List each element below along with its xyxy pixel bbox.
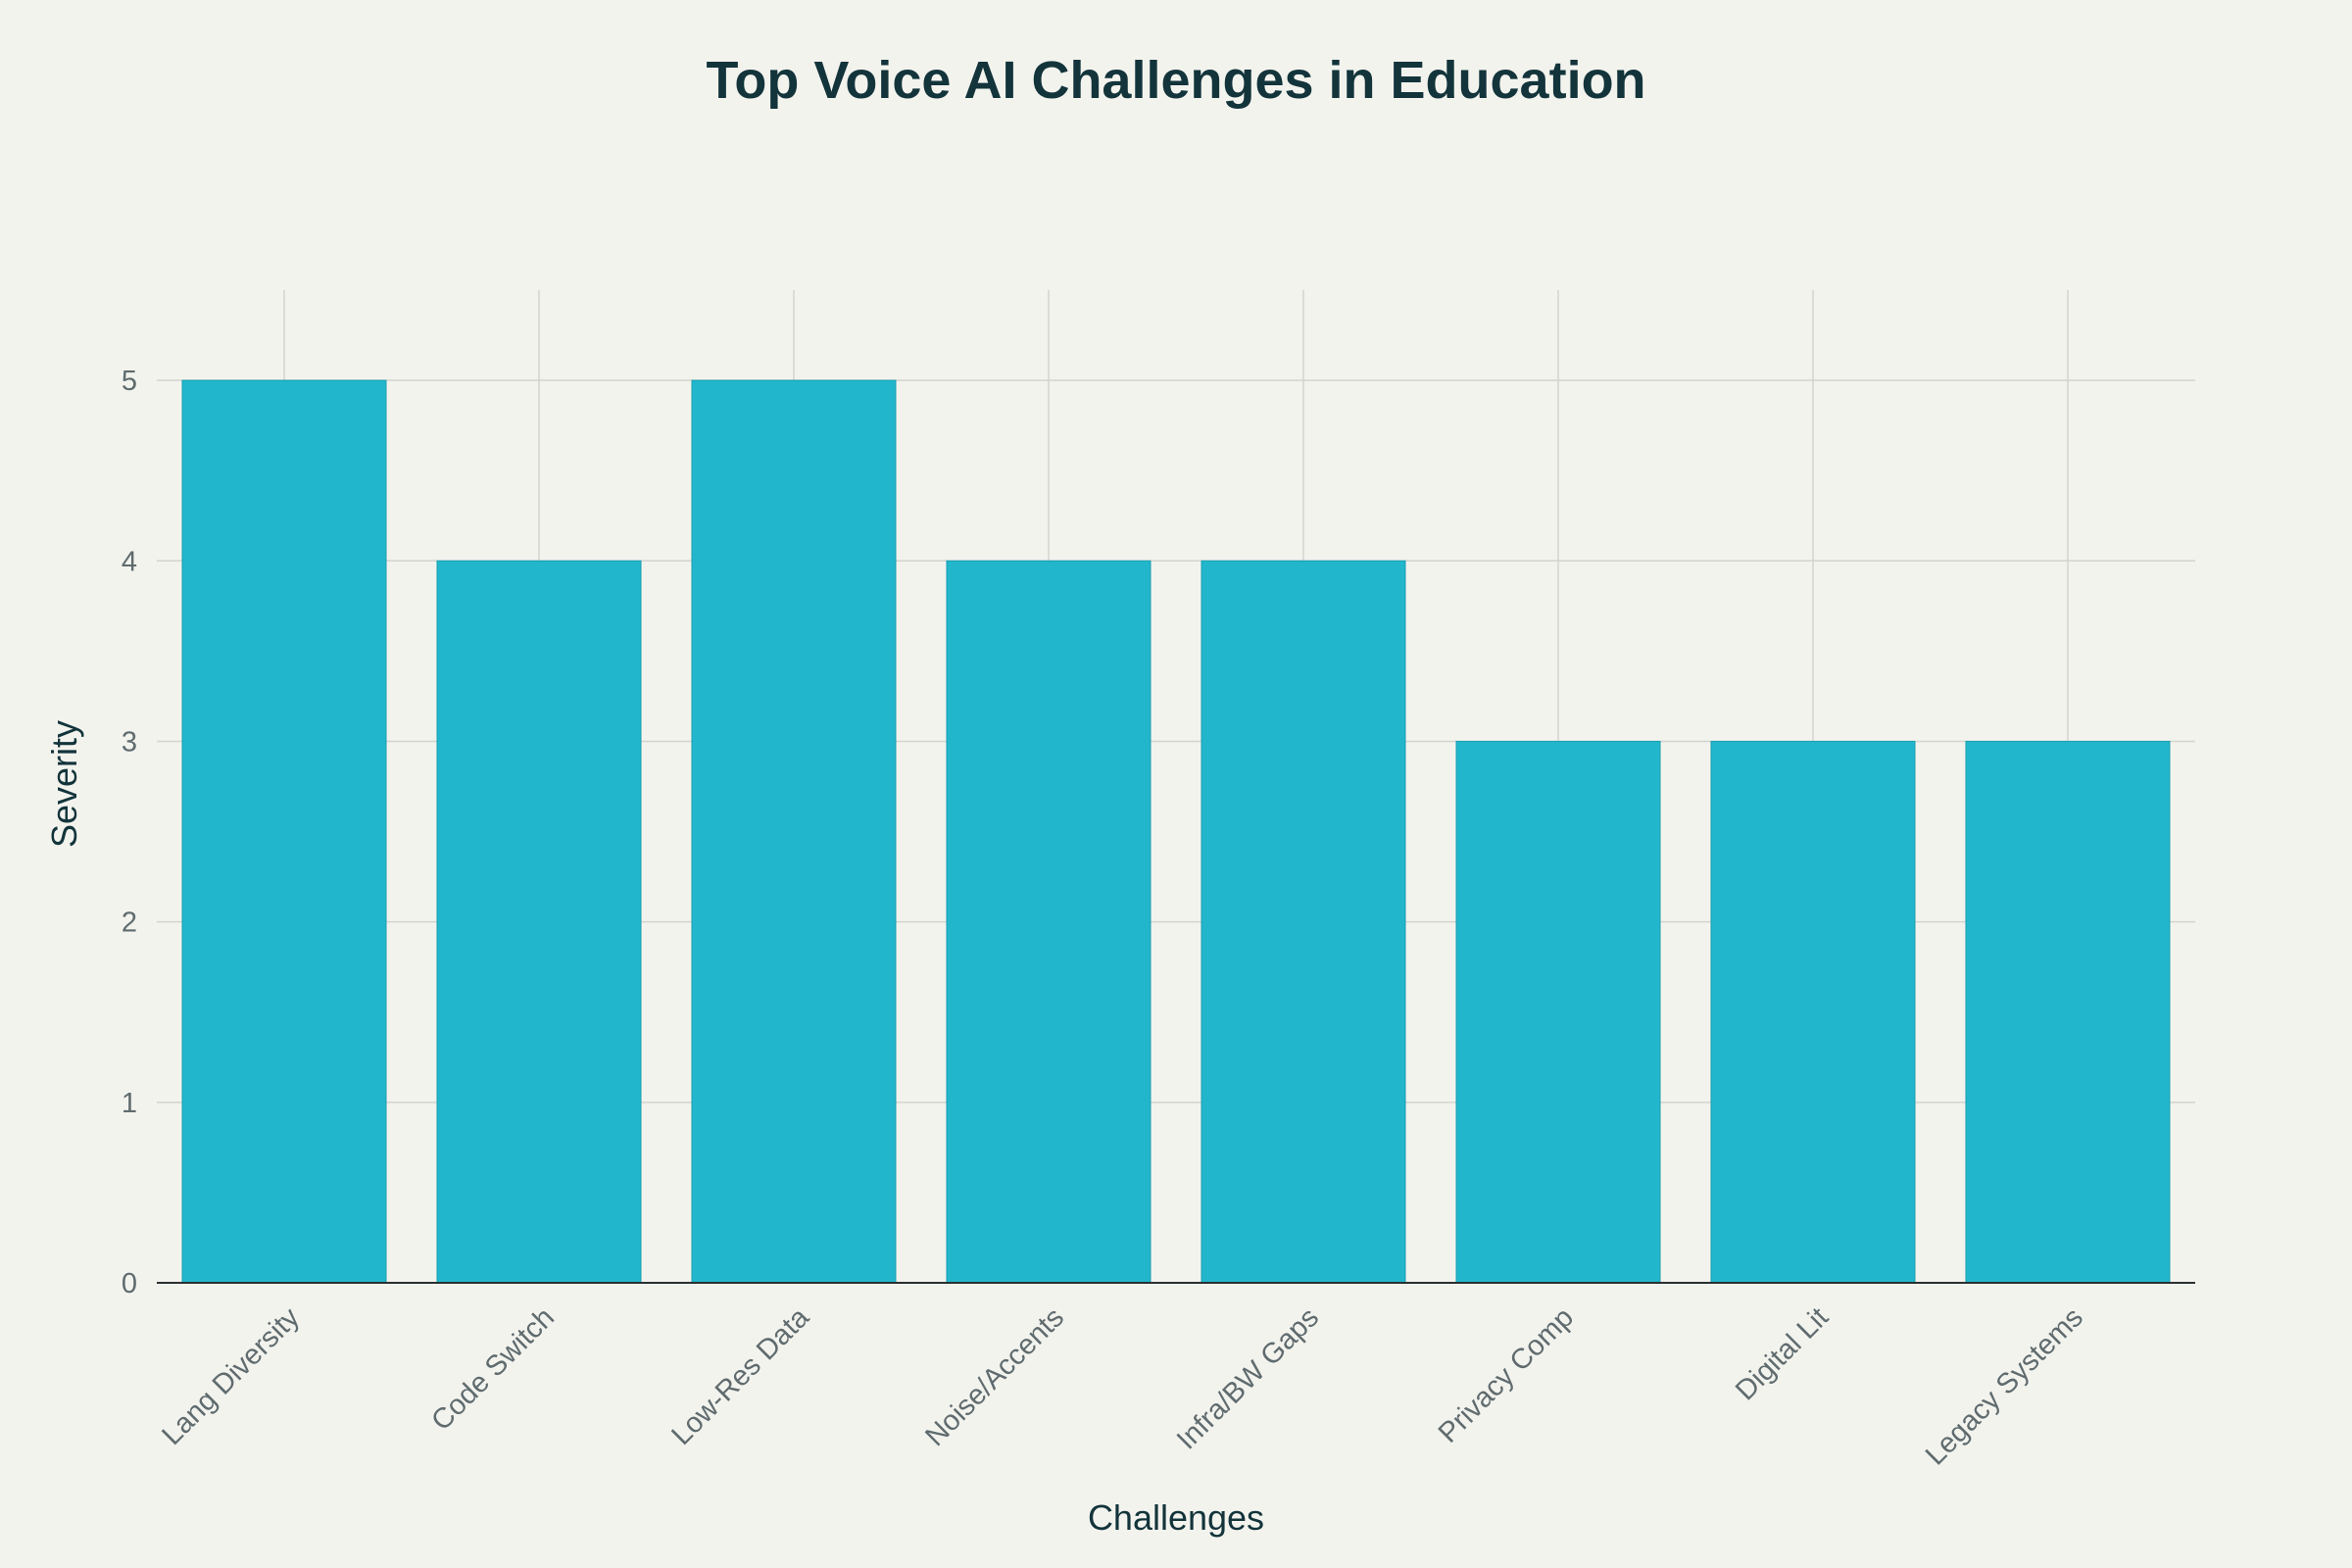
chart-title: Top Voice AI Challenges in Education: [706, 51, 1645, 110]
y-tick-label: 1: [122, 1088, 137, 1119]
x-tick-label: Code Switch: [425, 1301, 561, 1437]
x-tick-label: Lang Diversity: [156, 1301, 306, 1451]
bar-legacy-systems: [1965, 740, 2171, 1284]
y-tick-labels: 0 1 2 3 4 5: [122, 366, 137, 1299]
bar-code-switch: [436, 560, 642, 1284]
x-tick-label: Low-Res Data: [665, 1301, 815, 1451]
x-tick-labels: Lang Diversity Code Switch Low-Res Data Noi…: [156, 1301, 2089, 1472]
x-tick-label: Digital Lit: [1730, 1301, 1835, 1406]
bar-noise-accents: [946, 560, 1152, 1284]
x-tick-label: Infra/BW Gaps: [1171, 1301, 1325, 1455]
y-tick-label: 0: [122, 1268, 137, 1299]
bar-digital-lit: [1710, 740, 1916, 1284]
bars: [157, 379, 2195, 1284]
y-tick-label: 2: [122, 907, 137, 939]
x-tick-label: Privacy Comp: [1433, 1301, 1580, 1448]
bar-privacy-comp: [1455, 740, 1661, 1284]
y-tick-label: 3: [122, 726, 137, 758]
x-tick-label: Legacy Systems: [1920, 1301, 2089, 1471]
bar-low-res-data: [691, 379, 897, 1284]
x-axis-title: Challenges: [1088, 1497, 1264, 1538]
y-tick-label: 4: [122, 546, 137, 577]
x-tick-label: Noise/Accents: [919, 1301, 1070, 1452]
bar-lang-diversity: [181, 379, 387, 1284]
y-tick-label: 5: [122, 366, 137, 397]
y-axis-title: Severity: [44, 720, 84, 848]
bar-infra-bw-gaps: [1200, 560, 1406, 1284]
